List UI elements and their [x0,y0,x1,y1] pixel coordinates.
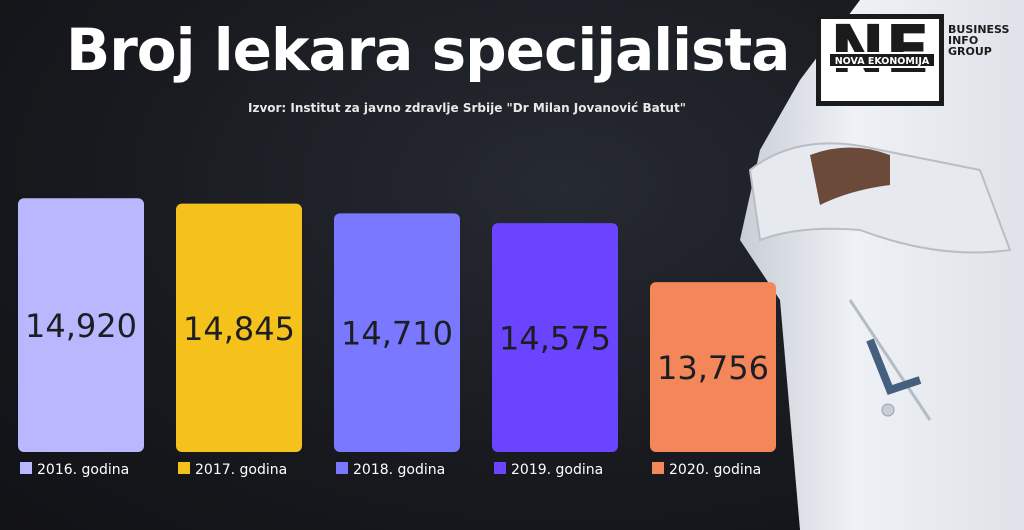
bar-5 [650,282,776,452]
legend-swatch-3 [336,462,348,474]
legend-swatch-4 [494,462,506,474]
bar-1 [18,198,144,452]
bar-value-label-4: 14,575 [499,320,611,358]
legend-label-4: 2019. godina [511,462,603,478]
bar-2 [176,203,302,452]
logo-subtitle: BUSINESS INFO GROUP [948,23,1010,58]
bar-chart: 14,920 2016. godina 14,845 2017. godina 14,7… [18,198,776,478]
bar-value-label-1: 14,920 [25,307,137,345]
bar-value-label-3: 14,710 [341,315,453,353]
doctor-illustration [740,0,1024,530]
source-note: Izvor: Institut za javno zdravlje Srbije… [248,101,686,115]
legend-label-2: 2017. godina [195,462,287,478]
legend-swatch-1 [20,462,32,474]
legend-swatch-5 [652,462,664,474]
page-title: Broj lekara specijalista [66,16,790,84]
svg-text:NOVA EKONOMIJA: NOVA EKONOMIJA [835,56,930,67]
bar-4 [492,223,618,452]
bar-value-label-5: 13,756 [657,349,769,387]
legend-label-1: 2016. godina [37,462,129,478]
svg-text:NE: NE [830,14,930,88]
legend-label-3: 2018. godina [353,462,445,478]
legend-label-5: 2020. godina [669,462,761,478]
bar-3 [334,213,460,452]
bar-value-label-2: 14,845 [183,310,295,348]
nova-ekonomija-logo: NE NOVA EKONOMIJA [816,14,944,106]
legend-swatch-2 [178,462,190,474]
